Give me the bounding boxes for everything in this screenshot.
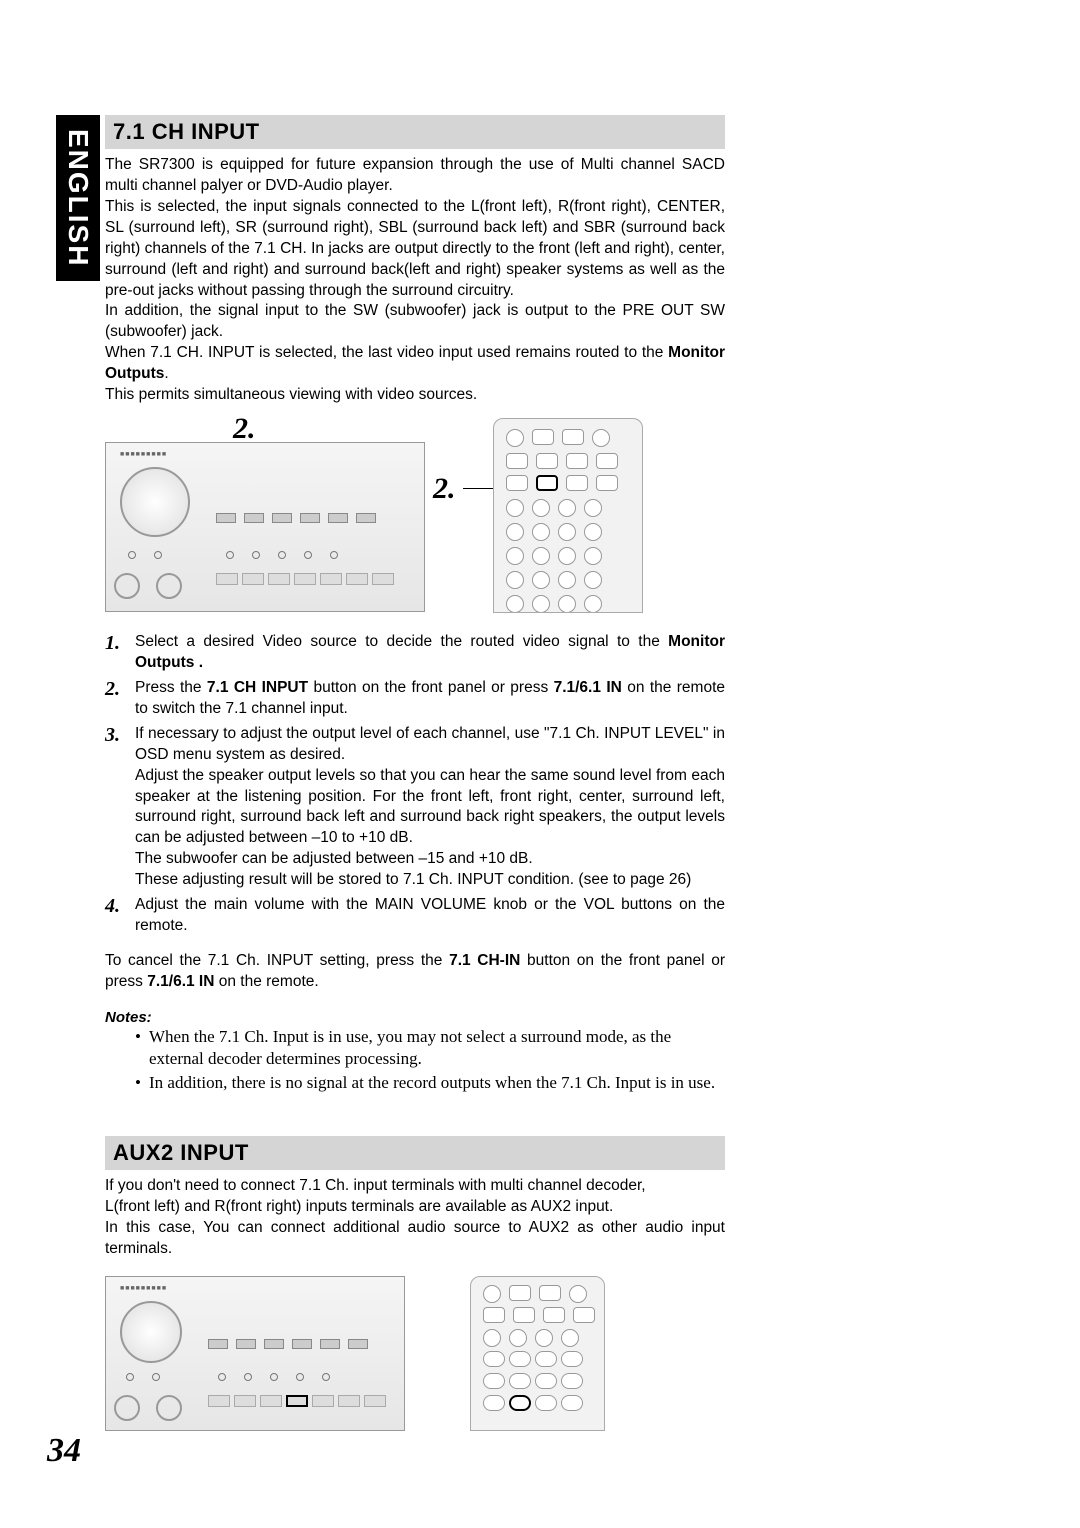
step-number: 4 (105, 895, 135, 937)
language-tab: ENGLISH (56, 115, 100, 281)
callout-2-top: 2. (233, 412, 256, 446)
note-item: When the 7.1 Ch. Input is in use, you ma… (135, 1026, 725, 1070)
section-title-aux2: AUX2 INPUT (105, 1136, 725, 1170)
section2-body: If you don't need to connect 7.1 Ch. inp… (105, 1176, 725, 1260)
step-number: 2 (105, 678, 135, 720)
para: This is selected, the input signals conn… (105, 197, 725, 302)
receiver-front-panel: ■■■■■■■■■ (105, 1276, 405, 1431)
volume-knob-icon (120, 467, 190, 537)
section1-body: The SR7300 is equipped for future expans… (105, 155, 725, 406)
step-4: 4 Adjust the main volume with the MAIN V… (105, 895, 725, 937)
step-1: 1 Select a desired Video source to decid… (105, 632, 725, 674)
section-title-71ch: 7.1 CH INPUT (105, 115, 725, 149)
callout-2-right: 2. (433, 472, 456, 506)
note-item: In addition, there is no signal at the r… (135, 1072, 725, 1094)
step-3: 3 If necessary to adjust the output leve… (105, 724, 725, 891)
cancel-note: To cancel the 7.1 Ch. INPUT setting, pre… (105, 951, 725, 993)
step-number: 3 (105, 724, 135, 891)
volume-knob-icon (120, 1301, 182, 1363)
para: The SR7300 is equipped for future expans… (105, 155, 725, 197)
notes-header: Notes: (105, 1009, 725, 1026)
page-number: 34 (47, 1432, 81, 1470)
para: If you don't need to connect 7.1 Ch. inp… (105, 1176, 725, 1197)
para: This permits simultaneous viewing with v… (105, 385, 725, 406)
para: L(front left) and R(front right) inputs … (105, 1197, 725, 1218)
diagram-aux2: ■■■■■■■■■ (105, 1276, 725, 1446)
para: In addition, the signal input to the SW … (105, 301, 725, 343)
knob-icon (156, 573, 182, 599)
remote-control (493, 418, 643, 613)
remote-control (470, 1276, 605, 1431)
brand-label: ■■■■■■■■■ (120, 451, 167, 458)
step-number: 1 (105, 632, 135, 674)
diagram-71ch: 2. 2. ■■■■■■■■■ (105, 418, 725, 618)
knob-icon (114, 573, 140, 599)
knob-icon (114, 1395, 140, 1421)
brand-label: ■■■■■■■■■ (120, 1285, 167, 1292)
notes-list: When the 7.1 Ch. Input is in use, you ma… (135, 1026, 725, 1094)
receiver-front-panel: ■■■■■■■■■ (105, 442, 425, 612)
steps-list: 1 Select a desired Video source to decid… (105, 632, 725, 937)
knob-icon (156, 1395, 182, 1421)
page-content: 7.1 CH INPUT The SR7300 is equipped for … (105, 115, 725, 1446)
para: When 7.1 CH. INPUT is selected, the last… (105, 343, 725, 385)
para: In this case, You can connect additional… (105, 1218, 725, 1260)
step-2: 2 Press the 7.1 CH INPUT button on the f… (105, 678, 725, 720)
